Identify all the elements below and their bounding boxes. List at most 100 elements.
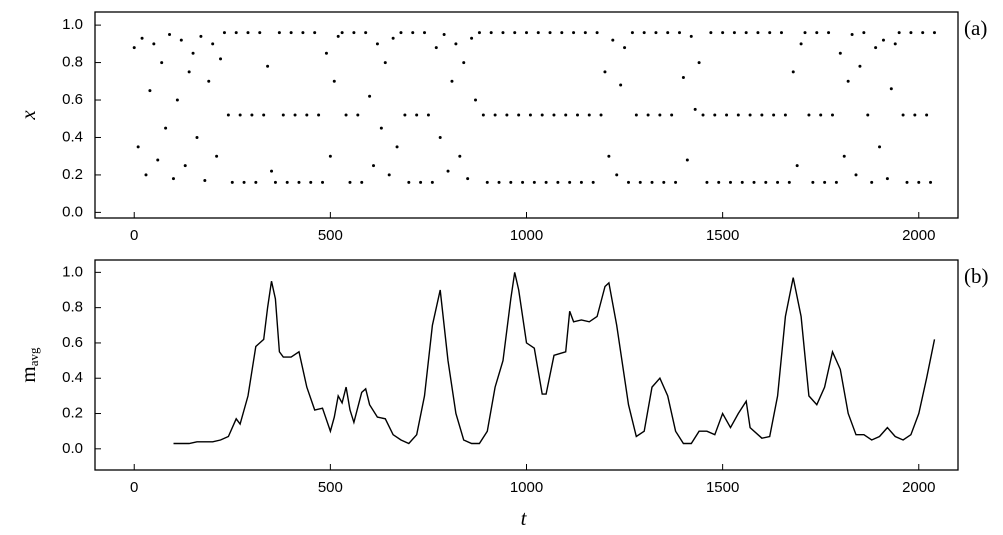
point [552,113,556,117]
point [834,180,838,184]
y-tick-label: 1.0 [62,16,83,33]
line [173,272,936,445]
point [356,113,360,117]
y-tick-label: 0.8 [62,299,83,316]
point [548,31,552,35]
point [611,38,615,42]
point [391,36,395,40]
point [858,64,862,68]
point [266,64,270,68]
point [658,113,662,117]
point [744,31,748,35]
point [187,70,191,74]
panel: 0 500 1000 1500 2000 0.0 0.2 0.4 0.6 0.8 1.0 (b) mav… [16,259,989,530]
point [423,31,427,35]
point [493,113,497,117]
point [591,180,595,184]
point [728,180,732,184]
point [791,70,795,74]
point [517,113,521,117]
point [215,154,219,158]
x-tick-label: 500 [318,227,343,244]
point [383,61,387,65]
point [709,31,713,35]
point [572,31,576,35]
point [152,42,156,46]
point [317,113,321,117]
point [815,31,819,35]
point [893,42,897,46]
point [846,79,850,83]
point [454,42,458,46]
point [281,113,285,117]
point [230,180,234,184]
point [434,46,438,50]
point [583,31,587,35]
point [568,180,572,184]
point [305,113,309,117]
point [878,145,882,149]
x-tick-label: 2000 [902,227,935,244]
point [811,180,815,184]
point [693,107,697,111]
point [387,173,391,177]
point [823,180,827,184]
point [340,31,344,35]
y-tick-label: 1.0 [62,263,83,280]
point [195,135,199,139]
plot-frame [94,11,959,219]
point [772,113,776,117]
point [160,61,164,65]
panel: 0 500 1000 1500 2000 0.0 0.2 0.4 0.6 0.8 1.0 (a) x [16,11,987,244]
point [250,113,254,117]
x-tick-label: 2000 [902,479,935,496]
point [262,113,266,117]
point [328,154,332,158]
point [501,31,505,35]
point [419,180,423,184]
point [650,180,654,184]
point [787,180,791,184]
point [862,31,866,35]
point [732,31,736,35]
point [874,46,878,50]
x-tick-label: 1000 [510,227,543,244]
point [795,164,799,168]
point [779,31,783,35]
y-tick-label: 0.2 [62,404,83,421]
point [199,34,203,38]
point [595,31,599,35]
point [842,154,846,158]
point [838,51,842,55]
point [270,169,274,173]
x-axis-label: t [521,506,528,530]
y-axis-label: x [16,110,40,121]
point [489,31,493,35]
point [689,34,693,38]
point [532,180,536,184]
point [509,180,513,184]
point [881,38,885,42]
point [885,177,889,181]
point [579,180,583,184]
point [352,31,356,35]
point [666,31,670,35]
point [701,113,705,117]
point [713,113,717,117]
y-tick-label: 0.6 [62,91,83,108]
point [721,31,725,35]
point [234,31,238,35]
point [132,46,136,50]
point [932,31,936,35]
point [446,169,450,173]
point [599,113,603,117]
point [525,31,528,35]
point [681,76,685,80]
point [670,113,674,117]
point [207,79,211,83]
point [929,180,933,184]
point [168,32,172,36]
point [630,31,634,35]
y-axis-label: mavg [16,347,41,383]
point [905,180,909,184]
